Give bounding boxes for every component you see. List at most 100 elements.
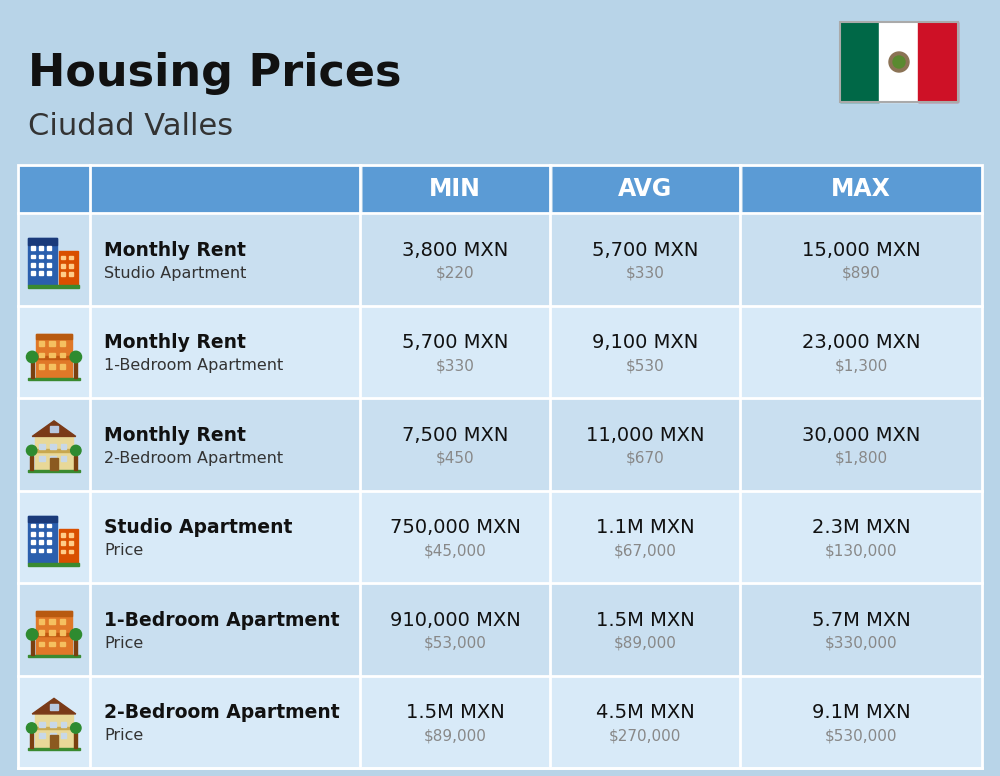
Text: 1-Bedroom Apartment: 1-Bedroom Apartment	[104, 359, 283, 373]
Bar	[61, 549, 65, 553]
Bar	[50, 704, 58, 710]
Bar	[743, 165, 982, 213]
Bar	[74, 456, 77, 470]
Text: 23,000 MXN: 23,000 MXN	[802, 333, 920, 352]
Bar	[47, 255, 51, 258]
Bar	[39, 341, 44, 346]
Bar	[47, 524, 51, 528]
Bar	[39, 255, 43, 258]
Bar	[18, 675, 982, 768]
Bar	[69, 549, 73, 553]
Text: 750,000 MXN: 750,000 MXN	[390, 518, 520, 537]
Bar	[50, 458, 58, 470]
Bar	[18, 165, 982, 768]
Bar	[61, 733, 66, 739]
Bar	[39, 364, 44, 369]
Bar	[50, 456, 56, 461]
Text: 4.5M MXN: 4.5M MXN	[596, 703, 694, 722]
Bar	[30, 733, 33, 748]
Bar	[36, 356, 72, 359]
Polygon shape	[32, 698, 76, 714]
Bar	[31, 362, 34, 378]
Polygon shape	[32, 421, 76, 436]
Bar	[36, 334, 72, 339]
Bar	[69, 264, 73, 268]
Bar	[69, 533, 73, 537]
Bar	[60, 341, 65, 346]
Text: Studio Apartment: Studio Apartment	[104, 265, 246, 281]
Bar	[28, 563, 79, 566]
Text: 1-Bedroom Apartment: 1-Bedroom Apartment	[104, 611, 340, 630]
Bar	[90, 165, 360, 213]
Bar	[31, 639, 34, 655]
Bar	[50, 444, 56, 449]
Text: 2-Bedroom Apartment: 2-Bedroom Apartment	[104, 703, 340, 722]
Text: $130,000: $130,000	[825, 543, 897, 558]
Bar	[47, 540, 51, 544]
Text: $220: $220	[436, 265, 474, 281]
Text: 2.3M MXN: 2.3M MXN	[812, 518, 910, 537]
Bar	[840, 22, 879, 102]
Bar	[60, 353, 65, 358]
Bar	[840, 22, 958, 102]
Bar	[31, 549, 35, 553]
Bar	[39, 540, 43, 544]
Circle shape	[70, 352, 82, 362]
Bar	[35, 727, 73, 729]
Bar	[61, 264, 65, 268]
Bar	[28, 286, 79, 289]
Bar	[39, 524, 43, 528]
Bar	[28, 655, 80, 657]
Text: Ciudad Valles: Ciudad Valles	[28, 112, 233, 141]
Text: 3,800 MXN: 3,800 MXN	[402, 241, 508, 260]
Bar	[47, 532, 51, 535]
Text: 15,000 MXN: 15,000 MXN	[802, 241, 920, 260]
Bar	[31, 532, 35, 535]
Bar	[39, 353, 44, 358]
Bar	[18, 490, 982, 583]
Bar	[47, 549, 51, 553]
Bar	[69, 542, 73, 545]
Bar	[363, 165, 550, 213]
Bar	[50, 426, 58, 432]
Bar	[74, 639, 77, 655]
Text: $450: $450	[436, 451, 474, 466]
Bar	[28, 470, 80, 473]
Text: 9,100 MXN: 9,100 MXN	[592, 333, 698, 352]
Bar	[60, 618, 65, 624]
Bar	[47, 263, 51, 266]
Bar	[50, 722, 56, 727]
Text: Studio Apartment: Studio Apartment	[104, 518, 292, 537]
Text: $89,000: $89,000	[614, 636, 676, 651]
Bar	[69, 272, 73, 276]
Bar	[61, 542, 65, 545]
Text: Housing Prices: Housing Prices	[28, 52, 402, 95]
Text: $53,000: $53,000	[424, 636, 486, 651]
Text: 5.7M MXN: 5.7M MXN	[812, 611, 910, 630]
Bar	[31, 263, 35, 266]
Bar	[28, 516, 57, 563]
Circle shape	[26, 352, 38, 362]
Bar	[31, 271, 35, 275]
Bar	[28, 238, 57, 244]
Bar	[39, 532, 43, 535]
Text: Price: Price	[104, 636, 143, 651]
Circle shape	[26, 629, 38, 640]
Text: $330,000: $330,000	[825, 636, 897, 651]
Bar	[39, 456, 45, 461]
Bar	[39, 618, 44, 624]
Text: 1.5M MXN: 1.5M MXN	[406, 703, 504, 722]
Text: 30,000 MXN: 30,000 MXN	[802, 426, 920, 445]
Text: 1.5M MXN: 1.5M MXN	[596, 611, 694, 630]
Bar	[47, 246, 51, 250]
Circle shape	[26, 445, 37, 456]
Text: Price: Price	[104, 728, 143, 743]
Text: Monthly Rent: Monthly Rent	[104, 333, 246, 352]
Bar	[39, 642, 44, 646]
Bar	[50, 736, 58, 748]
Bar	[39, 549, 43, 553]
Bar	[49, 364, 55, 369]
Circle shape	[889, 52, 909, 72]
Text: $89,000: $89,000	[424, 728, 486, 743]
Bar	[59, 529, 78, 563]
